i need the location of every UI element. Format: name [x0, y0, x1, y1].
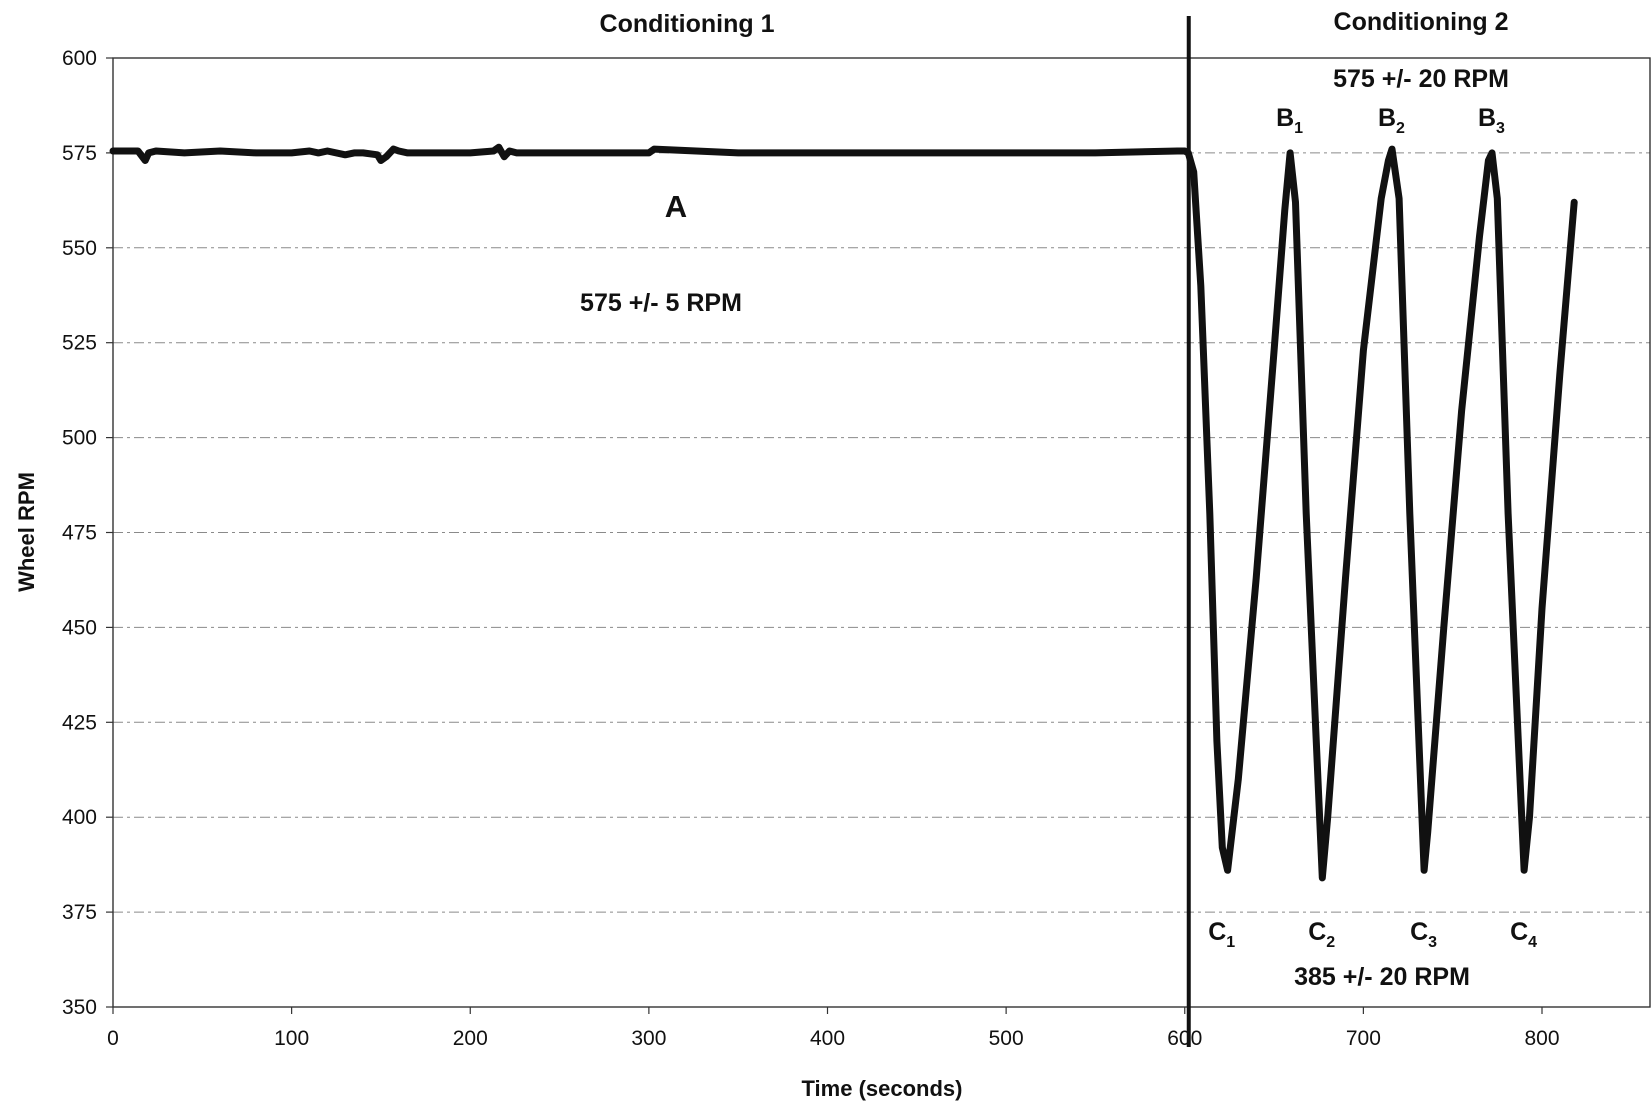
- x-tick-label-0: 0: [107, 1027, 119, 1050]
- x-tick-label-800: 800: [1524, 1027, 1559, 1050]
- band-label-575-plus-minus-5: 575 +/- 5 RPM: [580, 289, 742, 317]
- x-tick-label-300: 300: [631, 1027, 666, 1050]
- trough-label-letter: C: [1308, 918, 1326, 946]
- y-tick-labels: 350 375 400 425 450 475 500 525 550 575 600: [62, 47, 113, 1019]
- phase-label-a: A: [665, 189, 687, 224]
- peak-label-subscript: 3: [1496, 120, 1505, 137]
- section-title-conditioning-1: Conditioning 1: [600, 10, 775, 38]
- band-label-575-plus-minus-20: 575 +/- 20 RPM: [1333, 65, 1509, 93]
- trough-label-subscript: 4: [1528, 934, 1537, 951]
- trough-label-letter: C: [1510, 918, 1528, 946]
- y-tick-label-575: 575: [62, 142, 97, 165]
- peak-label-letter: B: [1276, 104, 1294, 132]
- band-label-385-plus-minus-20: 385 +/- 20 RPM: [1294, 963, 1470, 991]
- y-tick-label-475: 475: [62, 522, 97, 545]
- y-tick-label-600: 600: [62, 47, 97, 70]
- y-tick-label-400: 400: [62, 806, 97, 829]
- x-tick-label-700: 700: [1346, 1027, 1381, 1050]
- y-tick-label-375: 375: [62, 901, 97, 924]
- x-tick-label-100: 100: [274, 1027, 309, 1050]
- y-tick-label-450: 450: [62, 616, 97, 639]
- y-tick-label-550: 550: [62, 237, 97, 260]
- peak-label-letter: B: [1378, 104, 1396, 132]
- x-axis-title: Time (seconds): [802, 1076, 963, 1101]
- x-tick-label-600: 600: [1167, 1027, 1202, 1050]
- series-line-wheel-rpm: [109, 143, 1578, 882]
- y-tick-label-425: 425: [62, 711, 97, 734]
- y-tick-label-350: 350: [62, 996, 97, 1019]
- trough-label-subscript: 1: [1226, 934, 1235, 951]
- x-tick-label-400: 400: [810, 1027, 845, 1050]
- x-tick-label-200: 200: [453, 1027, 488, 1050]
- trough-label-subscript: 3: [1428, 934, 1437, 951]
- x-tick-label-500: 500: [989, 1027, 1024, 1050]
- trough-label-letter: C: [1208, 918, 1226, 946]
- y-tick-label-500: 500: [62, 427, 97, 450]
- y-axis-title: Wheel RPM: [14, 472, 39, 592]
- peak-label-subscript: 1: [1294, 120, 1303, 137]
- trough-label-subscript: 2: [1326, 934, 1335, 951]
- trough-label-letter: C: [1410, 918, 1428, 946]
- section-title-conditioning-2: Conditioning 2: [1334, 8, 1509, 36]
- y-tick-label-525: 525: [62, 332, 97, 355]
- peak-label-letter: B: [1478, 104, 1496, 132]
- x-tick-labels: 0 100 200 300 400 500 600 700 800: [107, 1007, 1560, 1050]
- peak-label-subscript: 2: [1396, 120, 1405, 137]
